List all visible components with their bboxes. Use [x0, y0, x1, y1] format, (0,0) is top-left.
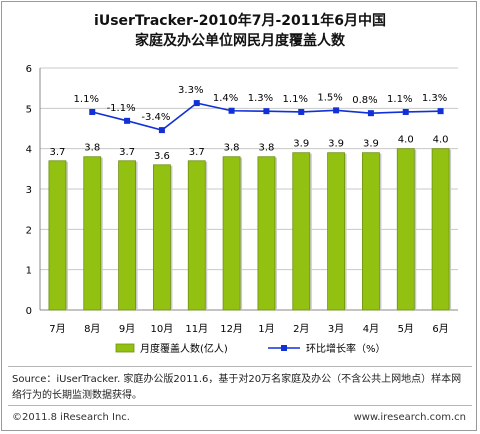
bar-value-label: 3.6: [154, 151, 170, 162]
bar-value-label: 3.9: [293, 139, 309, 150]
legend-bar-swatch: [115, 343, 135, 353]
growth-value-label: -1.1%: [107, 103, 136, 114]
y-tick-label: 6: [26, 64, 32, 75]
growth-point: [263, 108, 270, 115]
y-tick-label: 5: [26, 104, 32, 115]
x-tick-label: 6月: [432, 323, 448, 335]
legend-line-label: 环比增长率（%）: [306, 342, 386, 355]
bar: [222, 156, 241, 311]
copyright-text: ©2011.8 iResearch Inc.: [12, 412, 130, 423]
source-divider: [8, 366, 472, 367]
y-tick-label: 2: [26, 225, 32, 236]
growth-point: [298, 108, 305, 115]
legend-line-marker: [281, 345, 287, 351]
bar: [118, 160, 136, 311]
x-tick-label: 11月: [185, 323, 208, 335]
bar: [153, 164, 171, 311]
website-text: www.iresearch.com.cn: [353, 412, 466, 423]
growth-point: [158, 127, 165, 134]
bar: [396, 148, 415, 311]
x-tick-label: 3月: [328, 323, 344, 335]
bar: [431, 148, 450, 311]
x-tick-label: 5月: [398, 323, 414, 335]
bar: [292, 152, 311, 311]
growth-value-label: -3.4%: [141, 112, 170, 123]
y-tick-label: 3: [26, 185, 32, 196]
bar-value-label: 4.0: [433, 135, 449, 146]
growth-value-label: 0.8%: [352, 95, 377, 106]
bar-value-label: 3.9: [328, 139, 344, 150]
y-tick-label: 1: [26, 266, 32, 277]
x-tick-label: 12月: [220, 323, 243, 335]
bar-value-label: 3.9: [363, 139, 379, 150]
bar: [48, 160, 67, 311]
bar-value-label: 3.8: [224, 143, 240, 154]
bar-value-label: 3.8: [84, 143, 100, 154]
bar: [187, 160, 206, 311]
growth-value-label: 1.3%: [248, 93, 273, 104]
growth-value-label: 1.1%: [74, 94, 99, 105]
growth-point: [402, 108, 409, 115]
chart-title-line1: iUserTracker-2010年7月-2011年6月中国: [94, 13, 386, 29]
growth-point: [228, 107, 235, 114]
growth-value-label: 1.4%: [213, 93, 238, 104]
bar-value-label: 3.8: [258, 143, 274, 154]
x-tick-label: 1月: [258, 323, 274, 335]
x-tick-label: 4月: [363, 323, 379, 335]
footer-divider: [8, 405, 472, 406]
growth-point: [333, 107, 340, 114]
bar: [257, 156, 276, 311]
chart-title-line2: 家庭及办公单位网民月度覆盖人数: [135, 33, 345, 49]
growth-value-label: 3.3%: [178, 85, 203, 96]
bar-value-label: 4.0: [398, 135, 414, 146]
source-note: Source：iUserTracker. 家庭办公版2011.6，基于对20万名…: [12, 374, 462, 401]
x-tick-label: 8月: [84, 323, 100, 335]
bar-value-label: 3.7: [189, 147, 205, 158]
growth-point: [437, 108, 444, 115]
bar: [362, 152, 380, 311]
y-tick-label: 0: [26, 306, 32, 317]
growth-point: [124, 117, 131, 124]
bar-value-label: 3.7: [49, 147, 65, 158]
growth-value-label: 1.3%: [422, 93, 447, 104]
growth-point: [367, 110, 374, 117]
x-tick-label: 10月: [151, 323, 174, 335]
growth-value-label: 1.1%: [283, 94, 308, 105]
growth-value-label: 1.1%: [387, 94, 412, 105]
x-tick-label: 2月: [293, 323, 309, 335]
bar: [83, 156, 102, 311]
legend-bar-label: 月度覆盖人数(亿人): [140, 342, 228, 355]
x-tick-label: 9月: [119, 323, 135, 335]
bar: [327, 152, 345, 311]
growth-point: [193, 100, 200, 107]
bar-value-label: 3.7: [119, 147, 135, 158]
x-tick-label: 7月: [49, 323, 65, 335]
growth-point: [89, 108, 96, 115]
y-tick-label: 4: [26, 145, 32, 156]
growth-value-label: 1.5%: [317, 92, 342, 103]
